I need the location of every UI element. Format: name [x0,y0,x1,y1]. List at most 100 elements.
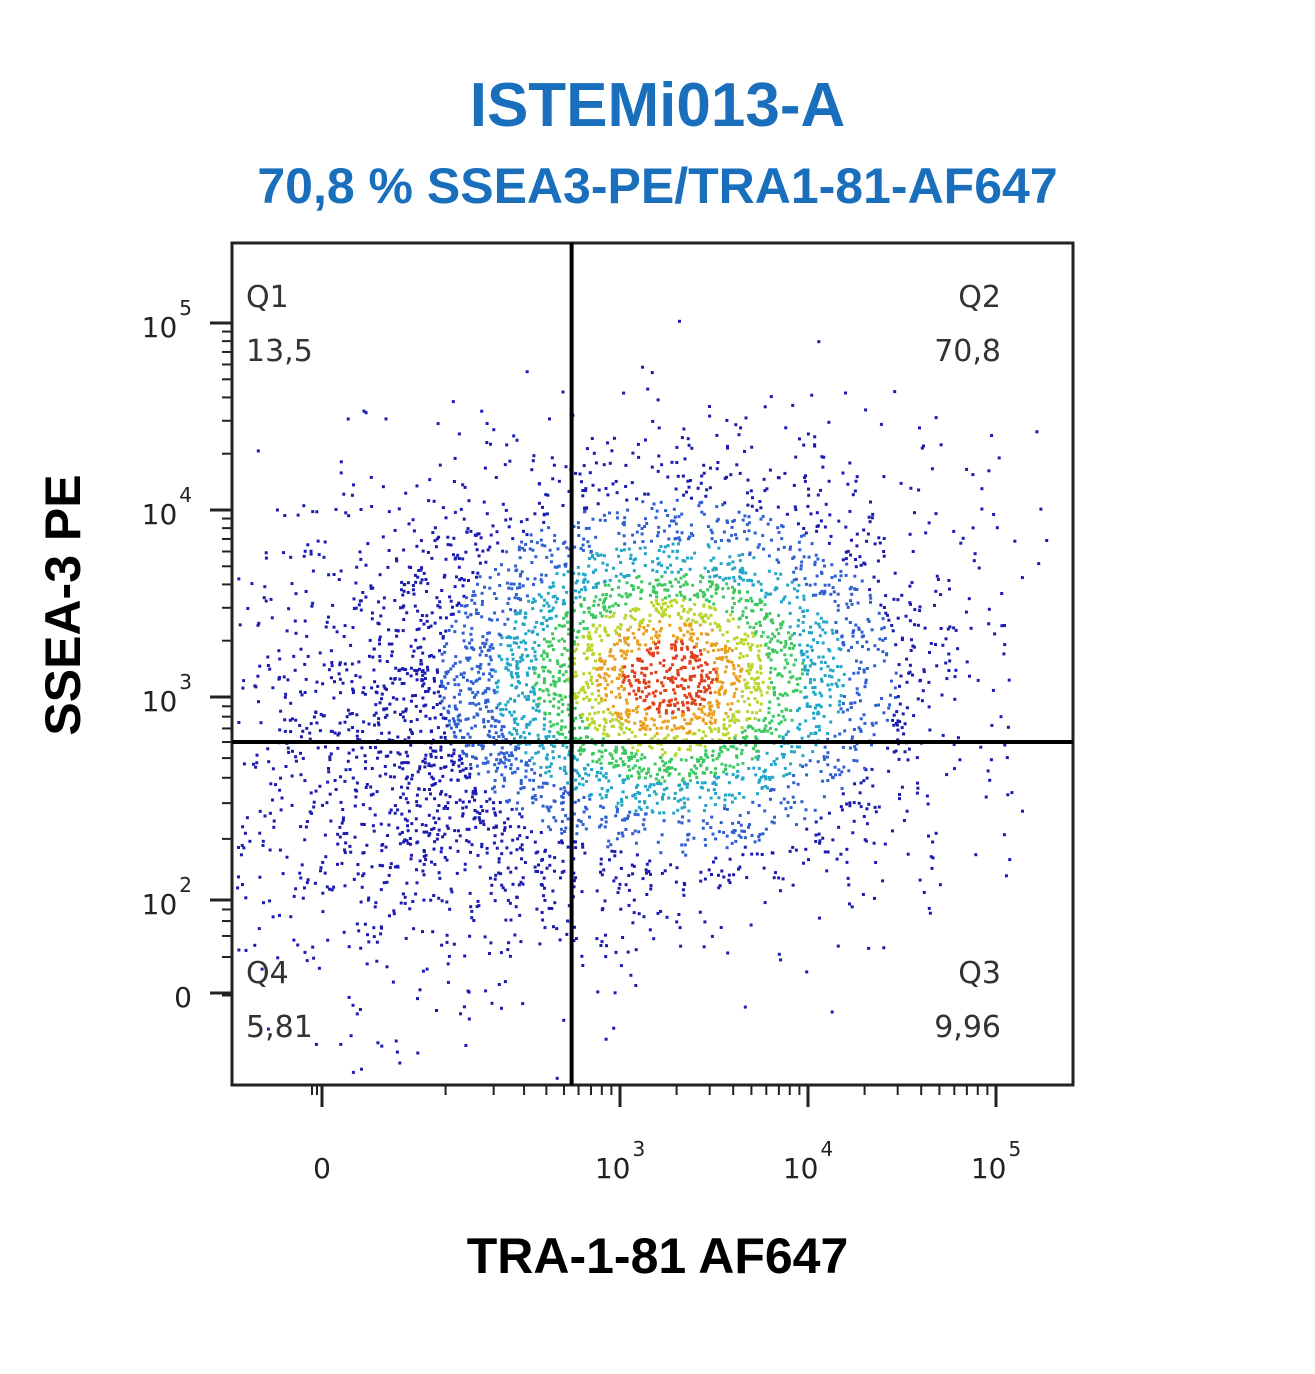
event-dot [648,705,652,709]
event-dot [500,732,504,736]
event-dot [514,717,518,721]
event-dot [604,793,608,797]
event-dot [1005,756,1009,760]
event-dot [710,594,714,598]
event-dot [727,576,731,580]
event-dot [547,906,551,910]
event-dot [396,751,400,755]
event-dot [648,619,652,623]
event-dot [530,539,534,543]
event-dot [702,512,706,516]
event-dot [845,802,849,806]
event-dot [854,479,858,483]
event-dot [381,864,385,868]
event-dot [768,468,772,472]
event-dot [819,660,823,664]
event-dot [828,703,832,707]
event-dot [708,720,712,724]
event-dot [703,712,707,716]
event-dot [712,788,716,792]
event-dot [840,635,844,639]
event-dot [652,586,656,590]
event-dot [542,781,545,785]
event-dot [779,744,783,748]
event-dot [603,608,607,612]
event-dot [586,656,589,660]
event-dot [283,695,287,699]
event-dot [501,502,505,506]
event-dot [393,599,397,602]
event-dot [466,717,470,721]
event-dot [616,891,620,895]
event-dot [840,808,844,812]
event-dot [648,582,652,586]
event-dot [764,784,768,788]
event-dot [805,702,809,706]
event-dot [393,528,397,532]
event-dot [630,649,634,653]
event-dot [330,888,334,892]
event-dot [547,609,551,613]
event-dot [634,752,638,756]
event-dot [750,643,754,647]
event-dot [644,438,647,442]
event-dot [746,681,750,685]
event-dot [885,718,889,722]
event-dot [719,562,723,566]
event-dot [796,709,800,713]
event-dot [507,941,511,945]
event-dot [597,666,601,670]
event-dot [738,559,742,563]
event-dot [745,615,748,619]
event-dot [529,533,533,537]
event-dot [545,782,549,786]
event-dot [585,780,589,783]
event-dot [882,946,886,950]
event-dot [542,616,546,620]
event-dot [517,825,521,829]
event-dot [681,474,685,478]
event-dot [655,732,659,736]
event-dot [627,712,631,716]
event-dot [706,525,710,528]
event-dot [627,903,631,907]
event-dot [817,724,821,728]
event-dot [508,644,512,648]
event-dot [827,583,831,587]
event-dot [650,636,654,640]
event-dot [677,820,681,824]
event-dot [490,1001,494,1005]
event-dot [717,730,721,734]
event-dot [621,722,625,726]
event-dot [726,446,729,450]
event-dot [310,604,314,608]
event-dot [441,685,445,688]
event-dot [803,577,807,581]
event-dot [654,634,658,638]
event-dot [602,463,606,467]
event-dot [681,777,685,781]
event-dot [755,644,759,648]
event-dot [608,752,612,756]
event-dot [362,851,366,855]
event-dot [682,796,686,800]
event-dot [411,584,415,587]
event-dot [524,615,528,619]
event-dot [674,522,678,526]
event-dot [446,801,450,805]
event-dot [720,647,724,651]
event-dot [700,632,703,636]
event-dot [738,591,742,595]
event-dot [710,642,714,646]
event-dot [643,756,647,759]
event-dot [855,544,859,548]
event-dot [730,800,734,804]
event-dot [493,779,497,783]
event-dot [509,673,513,677]
event-dot [286,746,290,750]
event-dot [701,576,705,580]
event-dot [444,557,448,561]
event-dot [685,582,689,586]
event-dot [561,732,564,736]
event-dot [611,756,615,760]
